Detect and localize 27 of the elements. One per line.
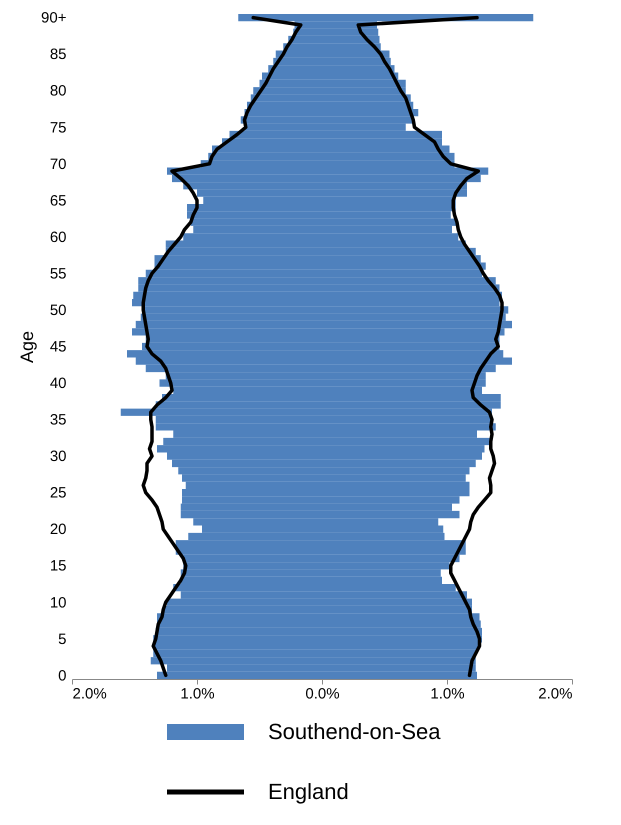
y-tick-label: 35 xyxy=(50,412,66,429)
legend-label: England xyxy=(268,779,349,804)
x-tick-label: 2.0% xyxy=(72,686,107,702)
y-tick-label: 30 xyxy=(50,448,66,466)
y-tick-label: 70 xyxy=(50,156,66,173)
y-tick-label: 45 xyxy=(50,338,66,356)
y-tick-label: 65 xyxy=(50,192,66,210)
y-tick-label: 5 xyxy=(58,630,66,648)
x-tick-label: 1.0% xyxy=(180,686,215,702)
x-tick-label: 2.0% xyxy=(538,686,572,702)
y-tick-label: 40 xyxy=(50,375,66,392)
y-tick-label: 55 xyxy=(50,265,66,282)
y-tick-label: 15 xyxy=(50,558,66,575)
y-tick-label: 10 xyxy=(50,594,66,612)
y-tick-label: 50 xyxy=(50,302,66,319)
y-tick-label: 80 xyxy=(50,82,66,100)
x-tick-label: 0.0% xyxy=(305,686,340,702)
y-tick-label: 85 xyxy=(50,46,66,64)
y-tick-label: 25 xyxy=(50,484,66,502)
y-tick-label: 20 xyxy=(50,521,66,538)
y-axis-title: Age xyxy=(17,330,38,364)
legend-label: Southend-on-Sea xyxy=(268,719,442,744)
y-tick-label: 90+ xyxy=(41,10,67,27)
x-tick-label: 1.0% xyxy=(430,686,465,702)
y-tick-label: 60 xyxy=(50,228,66,246)
y-tick-label: 75 xyxy=(50,119,66,136)
y-tick-label: 0 xyxy=(58,667,66,684)
